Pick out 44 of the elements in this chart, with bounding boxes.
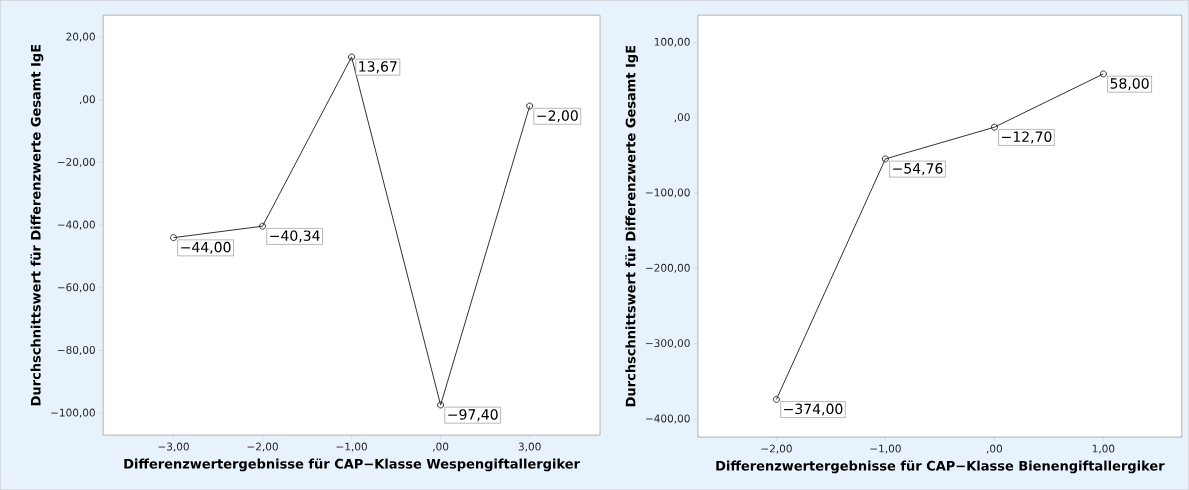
x-tick-label: −3,00 xyxy=(158,442,189,452)
data-label: −97,40 xyxy=(448,409,498,422)
point xyxy=(170,234,177,241)
y-tick-label: −200,00 xyxy=(646,263,690,273)
y-tick-label: 20,00 xyxy=(66,32,95,42)
y-tick-label: −300,00 xyxy=(646,339,690,349)
data-label: −374,00 xyxy=(784,403,843,416)
point xyxy=(1099,70,1107,78)
point xyxy=(526,102,534,110)
x-tick-label: −1,00 xyxy=(870,444,901,454)
data-label: −44,00 xyxy=(181,241,231,254)
y-tick-label: −60,00 xyxy=(57,283,95,293)
y-tick-label: −40,00 xyxy=(57,220,95,230)
data-label: −40,34 xyxy=(270,230,320,243)
y-tick-label: 100,00 xyxy=(654,37,690,47)
x-tick-label: 1,00 xyxy=(1092,444,1115,454)
data-label: −54,76 xyxy=(893,162,943,175)
point xyxy=(881,155,889,163)
y-tick-label: ,00 xyxy=(79,95,95,105)
point xyxy=(437,401,445,409)
point xyxy=(259,222,266,230)
data-label: 13,67 xyxy=(359,61,397,74)
x-tick-label: −1,00 xyxy=(336,442,367,452)
point xyxy=(990,123,998,131)
data-label: 58,00 xyxy=(1110,78,1149,91)
point xyxy=(348,53,356,61)
data-label: −12,70 xyxy=(1002,131,1052,144)
data-label: −2,00 xyxy=(537,110,578,123)
x-tick-label: ,00 xyxy=(433,442,449,452)
y-axis-title: Durchschnittswert für Differenzwerte Gesamt IgE xyxy=(30,44,44,406)
x-tick-label: 3,00 xyxy=(518,442,541,452)
x-tick-label: −2,00 xyxy=(761,444,792,454)
y-tick-label: −80,00 xyxy=(57,345,95,355)
y-axis-title: Durchschnittswert für Differenzwerte Gesamt IgE xyxy=(625,45,639,407)
x-axis-title: Differenzwertergebnisse für CAP−Klasse Bienengiftallergiker xyxy=(716,460,1165,474)
x-tick-label: −2,00 xyxy=(247,442,278,452)
y-tick-label: ,00 xyxy=(674,113,690,123)
x-tick-label: ,00 xyxy=(986,444,1003,454)
x-axis-title: Differenzwertergebnisse für CAP−Klasse Wespengiftallergiker xyxy=(124,458,580,472)
y-tick-label: −100,00 xyxy=(51,408,95,418)
point xyxy=(772,395,780,403)
y-tick-label: −100,00 xyxy=(646,188,690,198)
y-tick-label: −20,00 xyxy=(57,157,95,167)
y-tick-label: −400,00 xyxy=(646,414,690,424)
